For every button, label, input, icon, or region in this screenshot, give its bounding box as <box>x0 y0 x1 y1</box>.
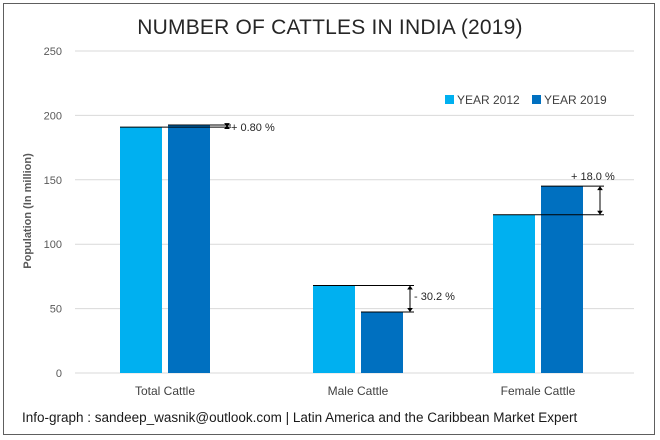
arrow-head <box>597 210 603 215</box>
arrow-head <box>407 307 413 312</box>
x-tick-label: Total Cattle <box>135 384 195 398</box>
footer-credit: Info-graph : sandeep_wasnik@outlook.com … <box>22 410 578 425</box>
y-tick-label: 200 <box>44 110 62 122</box>
change-label: + 0.80 % <box>231 122 275 134</box>
change-label: - 30.2 % <box>414 291 455 303</box>
legend-swatch <box>445 95 454 104</box>
bar <box>120 127 162 374</box>
y-tick-label: 250 <box>44 46 62 58</box>
y-tick-label: 150 <box>44 175 62 187</box>
arrow-head <box>407 285 413 290</box>
bar <box>493 214 535 373</box>
legend-swatch <box>532 95 541 104</box>
bar <box>361 311 403 373</box>
chart-title: NUMBER OF CATTLES IN INDIA (2019) <box>137 16 523 39</box>
arrow-head <box>597 186 603 191</box>
x-tick-label: Male Cattle <box>328 384 389 398</box>
change-label: + 18.0 % <box>571 171 615 183</box>
legend-label: YEAR 2019 <box>544 93 607 107</box>
y-tick-label: 100 <box>44 239 62 251</box>
x-tick-label: Female Cattle <box>501 384 576 398</box>
bar <box>541 186 583 373</box>
arrow-head <box>224 123 230 128</box>
bar <box>168 125 210 373</box>
y-tick-label: 0 <box>56 368 62 380</box>
y-axis-label: Population (In million) <box>22 153 34 269</box>
y-tick-label: 50 <box>50 304 62 316</box>
bar <box>313 285 355 373</box>
legend-label: YEAR 2012 <box>457 93 520 107</box>
